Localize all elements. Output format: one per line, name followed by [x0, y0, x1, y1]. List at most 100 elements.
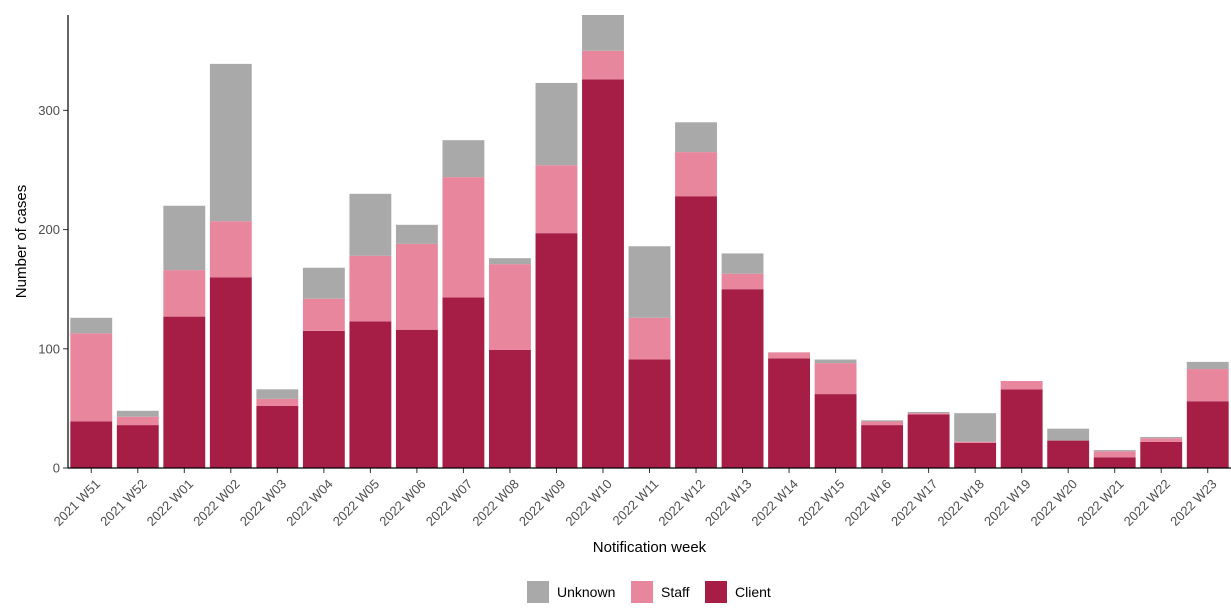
- bar-staff-2022-w12: [675, 152, 717, 197]
- x-tick-label: 2022 W17: [888, 476, 941, 529]
- bar-staff-2022-w06: [395, 243, 438, 330]
- bar-staff-2022-w13: [721, 273, 764, 290]
- bar-client-2022-w02: [209, 277, 252, 468]
- bar-unknown-2022-w04: [302, 267, 345, 299]
- bar-unknown-2022-w05: [349, 193, 392, 256]
- bar-staff-2022-w08: [489, 264, 531, 350]
- y-tick-label: 100: [38, 341, 60, 356]
- bar-staff-2022-w09: [535, 165, 578, 234]
- bar-client-2021-w51: [70, 421, 113, 468]
- bar-staff-2022-w19: [1000, 380, 1043, 390]
- bar-unknown-2022-w12: [675, 122, 717, 153]
- bar-client-2022-w20: [1047, 440, 1090, 468]
- x-tick-label: 2022 W21: [1074, 476, 1127, 529]
- x-tick-label: 2022 W04: [283, 476, 336, 529]
- x-tick-label: 2021 W51: [51, 476, 104, 529]
- bar-staff-2022-w23: [1186, 369, 1229, 402]
- bars-layer: [70, 15, 1229, 468]
- bar-unknown-2022-w16: [861, 420, 904, 422]
- bar-client-2022-w01: [163, 316, 206, 468]
- bar-staff-2022-w04: [302, 298, 345, 331]
- bar-client-2022-w19: [1000, 389, 1043, 468]
- legend: Unknown Staff Client: [527, 581, 771, 603]
- bar-unknown-2022-w17: [907, 411, 950, 414]
- bar-unknown-2022-w01: [163, 205, 206, 271]
- bar-unknown-2022-w02: [209, 63, 252, 222]
- x-tick-label: 2022 W05: [330, 476, 383, 529]
- bar-client-2022-w03: [256, 406, 299, 468]
- legend-swatch-unknown: [527, 581, 549, 603]
- bar-client-2022-w07: [442, 297, 485, 468]
- bar-staff-2021-w52: [116, 416, 159, 426]
- legend-swatch-client: [705, 581, 727, 603]
- y-tick-label: 0: [53, 461, 60, 476]
- bar-client-2022-w10: [582, 79, 624, 468]
- x-axis-title: Notification week: [593, 539, 707, 556]
- bar-staff-2022-w22: [1140, 438, 1183, 442]
- bar-unknown-2022-w06: [395, 224, 438, 244]
- bar-unknown-2022-w23: [1186, 361, 1229, 370]
- x-tick-label: 2022 W14: [748, 476, 801, 529]
- bar-client-2022-w09: [535, 233, 578, 468]
- bar-staff-2022-w01: [163, 270, 206, 317]
- bar-staff-2022-w18: [954, 441, 997, 443]
- bar-unknown-2022-w15: [814, 359, 857, 364]
- bar-staff-2022-w07: [442, 177, 485, 298]
- x-tick-label: 2022 W13: [702, 476, 755, 529]
- legend-label-staff: Staff: [661, 584, 690, 600]
- x-tick-label: 2022 W07: [423, 476, 476, 529]
- x-tick-label: 2022 W09: [516, 476, 569, 529]
- x-tick-label: 2022 W16: [841, 476, 894, 529]
- y-axis-ticks: 0 100 200 300: [38, 103, 68, 476]
- bar-unknown-2022-w09: [535, 82, 578, 166]
- bar-staff-2022-w15: [814, 363, 857, 395]
- x-tick-label: 2022 W11: [610, 476, 662, 528]
- bar-client-2022-w23: [1186, 401, 1229, 468]
- x-tick-label: 2021 W52: [97, 476, 150, 529]
- legend-swatch-staff: [631, 581, 653, 603]
- bar-client-2022-w18: [954, 442, 997, 468]
- bar-client-2022-w21: [1093, 457, 1136, 468]
- bar-client-2022-w13: [721, 289, 764, 468]
- bar-client-2022-w08: [489, 349, 531, 468]
- bar-staff-2021-w51: [70, 333, 113, 422]
- bar-client-2022-w15: [814, 394, 857, 468]
- x-tick-label: 2022 W12: [655, 476, 708, 529]
- bar-staff-2022-w14: [768, 352, 810, 359]
- bar-staff-2022-w17: [907, 413, 950, 415]
- bar-staff-2022-w02: [209, 221, 252, 278]
- bar-staff-2022-w16: [861, 421, 904, 426]
- x-tick-label: 2022 W19: [981, 476, 1034, 529]
- x-tick-label: 2022 W15: [795, 476, 848, 529]
- bar-client-2022-w11: [628, 359, 671, 468]
- x-tick-label: 2022 W03: [237, 476, 290, 529]
- bar-staff-2022-w10: [582, 50, 624, 80]
- x-tick-label: 2022 W18: [935, 476, 988, 529]
- bar-unknown-2022-w10: [582, 15, 624, 51]
- x-tick-label: 2022 W08: [469, 476, 522, 529]
- x-tick-label: 2022 W10: [562, 476, 615, 529]
- bar-staff-2022-w03: [256, 398, 299, 407]
- bar-client-2022-w22: [1140, 441, 1183, 468]
- bar-unknown-2022-w20: [1047, 428, 1090, 441]
- bar-unknown-2022-w21: [1093, 450, 1136, 452]
- bar-unknown-2022-w18: [954, 413, 997, 442]
- bar-staff-2022-w11: [628, 317, 671, 360]
- bar-unknown-2021-w52: [116, 410, 159, 417]
- bar-client-2022-w16: [861, 425, 904, 468]
- bar-staff-2022-w05: [349, 255, 392, 322]
- x-tick-label: 2022 W20: [1028, 476, 1081, 529]
- y-tick-label: 200: [38, 222, 60, 237]
- x-tick-label: 2022 W06: [376, 476, 429, 529]
- bar-unknown-2022-w07: [442, 140, 485, 178]
- bar-client-2022-w05: [349, 321, 392, 468]
- bar-unknown-2022-w03: [256, 389, 299, 399]
- x-tick-label: 2022 W22: [1121, 476, 1174, 529]
- bar-client-2021-w52: [116, 425, 159, 468]
- x-tick-label: 2022 W01: [144, 476, 197, 529]
- bar-unknown-2021-w51: [70, 317, 113, 334]
- bar-client-2022-w06: [395, 329, 438, 468]
- bar-client-2022-w04: [302, 330, 345, 468]
